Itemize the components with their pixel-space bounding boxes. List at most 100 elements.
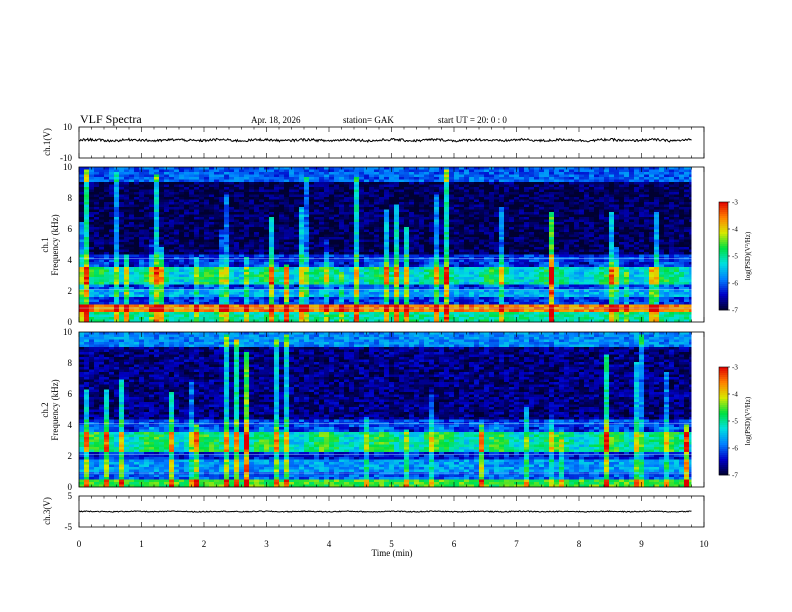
ch1-spectrogram-cell — [419, 267, 425, 270]
ch1-spectrogram-cell — [424, 219, 435, 223]
ch1-spectrogram-cell — [509, 237, 515, 240]
ch1-spectrogram-cell — [269, 239, 275, 243]
ch1-spectrogram-cell — [399, 249, 405, 253]
ch1-spectrogram-cell — [94, 244, 100, 248]
ch1-spectrogram-cell — [144, 267, 150, 270]
ch1-spectrogram-cell — [114, 217, 120, 220]
ch1-spectrogram-cell — [224, 224, 230, 228]
ch1-spectrogram-cell — [189, 202, 195, 205]
ch1-spectrogram-cell — [239, 227, 245, 230]
ch1-spectrogram-cell — [604, 222, 610, 225]
ch1-spectrogram-cell — [204, 172, 210, 175]
ch1-spectrogram-cell — [279, 189, 290, 193]
ch1-spectrogram-cell — [499, 254, 505, 258]
ch1-spectrogram-cell — [634, 194, 640, 198]
ch1-spectrogram-cell — [524, 229, 530, 233]
ch1-spectrogram-cell — [524, 207, 535, 210]
ch1-spectrogram-cell — [109, 244, 115, 248]
ch1-spectrogram-cell — [604, 202, 610, 205]
ch1-spectrogram-cell — [89, 252, 95, 255]
ch1-spectrogram-cell — [279, 212, 285, 215]
ch1-spectrogram-cell — [474, 217, 480, 220]
ch1-spectrogram-cell — [544, 177, 550, 180]
ch1-spectrogram-cell — [439, 264, 445, 268]
ch1-spectrogram-cell — [474, 242, 480, 245]
ch1-spectrogram-cell — [439, 199, 445, 203]
ch1-spectrogram-cell — [454, 219, 460, 223]
ch1-spectrogram-cell — [109, 194, 115, 198]
ch1-spectrogram-cell — [549, 199, 555, 203]
ch1-spectrogram-cell — [109, 179, 115, 183]
ch1-spectrogram-cell — [289, 214, 295, 218]
ch1-spectrogram-cell — [659, 172, 665, 175]
ch1-spectrogram-cell — [669, 212, 675, 215]
ch1-spectrogram-cell — [89, 217, 95, 220]
ch1-spectrogram-cell — [179, 214, 185, 218]
ch1-spectrogram-cell — [254, 264, 260, 268]
ch1-spectrogram-cell — [334, 267, 340, 270]
ch1-spectrogram-cell — [324, 224, 330, 228]
ch1-spectrogram-cell — [589, 202, 595, 205]
ch1-spectrogram-cell — [689, 192, 692, 195]
ch1-spectrogram-cell — [239, 219, 245, 223]
ch1-spectrogram-cell — [184, 207, 190, 210]
ch1-spectrogram-cell — [374, 174, 380, 178]
ch1-spectrogram-cell — [189, 187, 195, 190]
ch1-spectrogram-cell — [654, 264, 660, 268]
ch1-spectrogram-cell — [269, 169, 275, 173]
ch1-spectrogram-cell — [444, 222, 450, 225]
ch1-spectrogram-cell — [404, 239, 410, 243]
ch1-spectrogram-cell — [479, 224, 485, 228]
ch1-spectrogram-cell — [364, 229, 370, 233]
ch1-spectrogram-cell — [349, 267, 355, 270]
ch1-spectrogram-cell — [584, 254, 590, 258]
ch1-spectrogram-cell — [569, 174, 575, 178]
ch1-spectrogram-cell — [449, 259, 455, 263]
ch1-spectrogram-cell — [449, 202, 455, 205]
ch1-spectrogram-cell — [589, 179, 595, 183]
ch1-spectrogram-cell — [109, 167, 115, 170]
ch1-spectrogram-cell — [684, 267, 690, 270]
ch1-spectrogram-cell — [249, 269, 255, 273]
ch1-spectrogram-cell — [254, 259, 260, 263]
ch1-spectrogram-cell — [334, 234, 340, 238]
ch1-spectrogram-cell — [174, 242, 180, 245]
ch1-spectrogram-cell — [139, 209, 145, 213]
ch1-spectrogram-cell — [509, 189, 515, 193]
ch1-spectrogram-cell — [124, 172, 130, 175]
ch1-spectrogram-cell — [84, 234, 90, 238]
ch1-spectrogram-cell — [174, 207, 180, 210]
ch1-spectrogram-cell — [174, 202, 180, 205]
ch1-spectrogram-cell — [139, 192, 145, 195]
ch1-spectrogram-cell — [299, 249, 305, 253]
ch1-spectrogram-cell — [424, 222, 430, 225]
ch1-spectrogram-cell — [204, 229, 210, 233]
ch1-spectrogram-cell — [354, 239, 360, 243]
ch1-spectrogram-cell — [274, 217, 280, 220]
ch1-spectrogram-cell — [444, 237, 450, 240]
ch1-spectrogram-cell — [194, 184, 200, 188]
ch1-spectrogram-cell — [179, 229, 185, 233]
ch1-spectrogram-cell — [494, 204, 505, 208]
ch1-spectrogram-cell — [114, 169, 120, 173]
ch1-spectrogram-cell — [474, 244, 480, 248]
ch1-spectrogram-cell — [639, 177, 645, 180]
ch1-spectrogram-cell — [124, 247, 130, 250]
ch1-spectrogram-cell — [269, 212, 275, 215]
ch1-spectrogram-cell — [554, 204, 560, 208]
ch1-spectrogram-cell — [629, 174, 635, 178]
ch1-spectrogram-cell — [214, 184, 220, 188]
ch1-spectrogram-cell — [544, 214, 550, 218]
ch1-spectrogram-cell — [89, 182, 95, 185]
ch1-spectrogram-cell — [594, 197, 600, 200]
ch1-spectrogram-cell — [664, 259, 670, 263]
ch1-spectrogram-cell — [144, 199, 150, 203]
ch1-spectrogram-cell — [359, 169, 365, 173]
ch1-spectrogram-cell — [159, 229, 165, 233]
ch1-spectrogram-cell — [214, 189, 220, 193]
ch1-spectrogram-cell — [224, 229, 230, 233]
ch1-spectrogram-cell — [119, 212, 125, 215]
ch1-spectrogram-cell — [304, 212, 310, 215]
ch1-spectrogram-cell — [444, 234, 450, 238]
ch1-spectrogram-cell — [659, 222, 665, 225]
